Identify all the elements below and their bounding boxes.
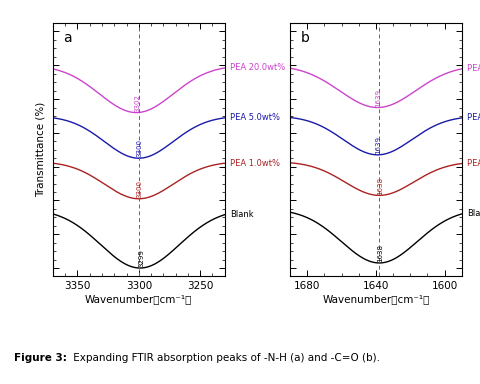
Text: b: b (300, 31, 309, 45)
Text: Expanding FTIR absorption peaks of -N-H (a) and -C=O (b).: Expanding FTIR absorption peaks of -N-H … (70, 353, 379, 363)
Text: 3300: 3300 (136, 180, 143, 198)
X-axis label: Wavenumber（cm⁻¹）: Wavenumber（cm⁻¹） (322, 294, 429, 304)
Text: 1638: 1638 (376, 177, 383, 195)
Y-axis label: Transmittance (%): Transmittance (%) (36, 102, 45, 197)
Text: 1638: 1638 (376, 244, 383, 262)
Text: 3302: 3302 (134, 94, 140, 112)
Text: a: a (63, 31, 72, 45)
Text: Blank: Blank (230, 210, 253, 219)
Text: PEA 1.0wt%: PEA 1.0wt% (467, 159, 480, 168)
Text: PEA 20.0wt%: PEA 20.0wt% (230, 63, 285, 73)
Text: 1639: 1639 (375, 89, 381, 107)
Text: PEA 5.0wt%: PEA 5.0wt% (467, 113, 480, 122)
Text: Figure 3:: Figure 3: (14, 353, 67, 363)
Text: 3299: 3299 (138, 249, 144, 267)
Text: PEA 5.0wt%: PEA 5.0wt% (230, 113, 280, 122)
Text: 3300: 3300 (136, 139, 143, 157)
Text: 1639: 1639 (375, 136, 381, 154)
Text: PEA 1.0wt%: PEA 1.0wt% (230, 159, 280, 168)
X-axis label: Wavenumber（cm⁻¹）: Wavenumber（cm⁻¹） (85, 294, 192, 304)
Text: PEA 20.0wt%: PEA 20.0wt% (467, 64, 480, 73)
Text: Blank: Blank (467, 209, 480, 218)
